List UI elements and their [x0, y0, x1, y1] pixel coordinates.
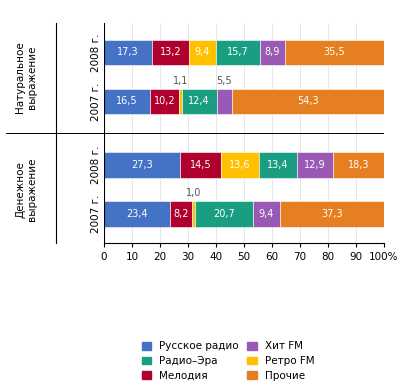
Text: 1,1: 1,1 — [173, 76, 188, 86]
Text: 20,7: 20,7 — [213, 209, 235, 219]
Text: 9,4: 9,4 — [195, 47, 210, 58]
Text: 9,4: 9,4 — [259, 209, 274, 219]
Text: 12,9: 12,9 — [304, 160, 326, 170]
Text: 14,5: 14,5 — [190, 160, 212, 170]
Bar — [190, 40, 216, 65]
Text: 54,3: 54,3 — [297, 96, 319, 107]
Bar — [221, 152, 259, 178]
Text: 35,5: 35,5 — [324, 47, 345, 58]
Text: 8,9: 8,9 — [264, 47, 280, 58]
Bar — [259, 152, 297, 178]
Text: 15,7: 15,7 — [227, 47, 248, 58]
Bar — [216, 89, 232, 114]
Text: 1,0: 1,0 — [186, 188, 202, 198]
Bar — [150, 89, 179, 114]
Bar — [192, 201, 195, 227]
Text: 27,3: 27,3 — [131, 160, 153, 170]
Text: 18,3: 18,3 — [348, 160, 369, 170]
Bar — [297, 152, 333, 178]
Bar — [104, 40, 152, 65]
Bar — [104, 89, 150, 114]
Bar — [280, 201, 384, 227]
Text: 37,3: 37,3 — [321, 209, 342, 219]
Bar — [170, 201, 192, 227]
Text: 5,5: 5,5 — [216, 76, 232, 86]
Bar — [104, 201, 170, 227]
Bar — [182, 89, 216, 114]
Bar — [333, 152, 384, 178]
Bar — [260, 40, 285, 65]
Bar — [195, 201, 253, 227]
Text: 16,5: 16,5 — [116, 96, 138, 107]
Bar — [285, 40, 384, 65]
Text: 13,6: 13,6 — [229, 160, 251, 170]
Bar — [179, 89, 182, 114]
Text: Денежное
выражение: Денежное выражение — [15, 157, 37, 221]
Text: 17,3: 17,3 — [118, 47, 139, 58]
Text: 12,4: 12,4 — [188, 96, 210, 107]
Bar — [180, 152, 221, 178]
Text: 23,4: 23,4 — [126, 209, 148, 219]
Text: 8,2: 8,2 — [173, 209, 189, 219]
Bar — [216, 40, 260, 65]
Text: 13,4: 13,4 — [267, 160, 289, 170]
Text: 10,2: 10,2 — [154, 96, 175, 107]
Legend: Русское радио, Радио–Эра, Мелодия, Хит FM, Ретро FM, Прочие: Русское радио, Радио–Эра, Мелодия, Хит F… — [142, 341, 314, 381]
Bar — [104, 152, 180, 178]
Text: 13,2: 13,2 — [160, 47, 182, 58]
Bar — [253, 201, 280, 227]
Bar — [152, 40, 190, 65]
Bar — [232, 89, 384, 114]
Text: Натуральное
выражение: Натуральное выражение — [15, 41, 37, 113]
